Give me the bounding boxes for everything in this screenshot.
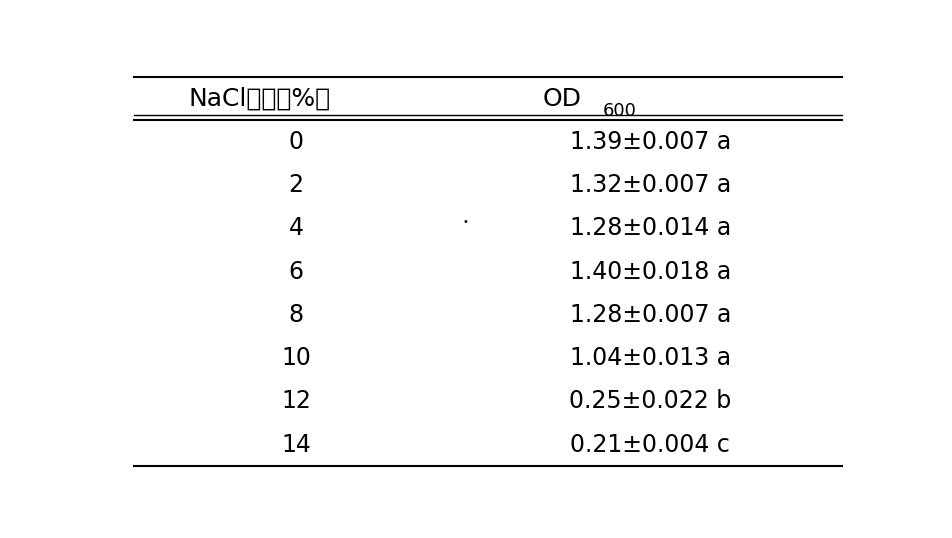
Text: •: • — [463, 217, 468, 227]
Text: 1.28±0.014 a: 1.28±0.014 a — [569, 216, 731, 240]
Text: 6: 6 — [288, 260, 304, 284]
Text: 8: 8 — [288, 303, 304, 327]
Text: 600: 600 — [603, 102, 636, 120]
Text: 14: 14 — [281, 433, 311, 457]
Text: 1.40±0.018 a: 1.40±0.018 a — [569, 260, 731, 284]
Text: 1.39±0.007 a: 1.39±0.007 a — [569, 130, 731, 154]
Text: NaCl含量（%）: NaCl含量（%） — [188, 87, 330, 111]
Text: 0: 0 — [288, 130, 304, 154]
Text: OD: OD — [543, 87, 581, 111]
Text: 1.04±0.013 a: 1.04±0.013 a — [569, 346, 731, 370]
Text: 4: 4 — [288, 216, 304, 240]
Text: 1.28±0.007 a: 1.28±0.007 a — [569, 303, 731, 327]
Text: 0.21±0.004 c: 0.21±0.004 c — [570, 433, 730, 457]
Text: 12: 12 — [281, 390, 311, 414]
Text: 2: 2 — [288, 173, 304, 197]
Text: 10: 10 — [281, 346, 311, 370]
Text: 0.25±0.022 b: 0.25±0.022 b — [569, 390, 731, 414]
Text: 1.32±0.007 a: 1.32±0.007 a — [569, 173, 731, 197]
